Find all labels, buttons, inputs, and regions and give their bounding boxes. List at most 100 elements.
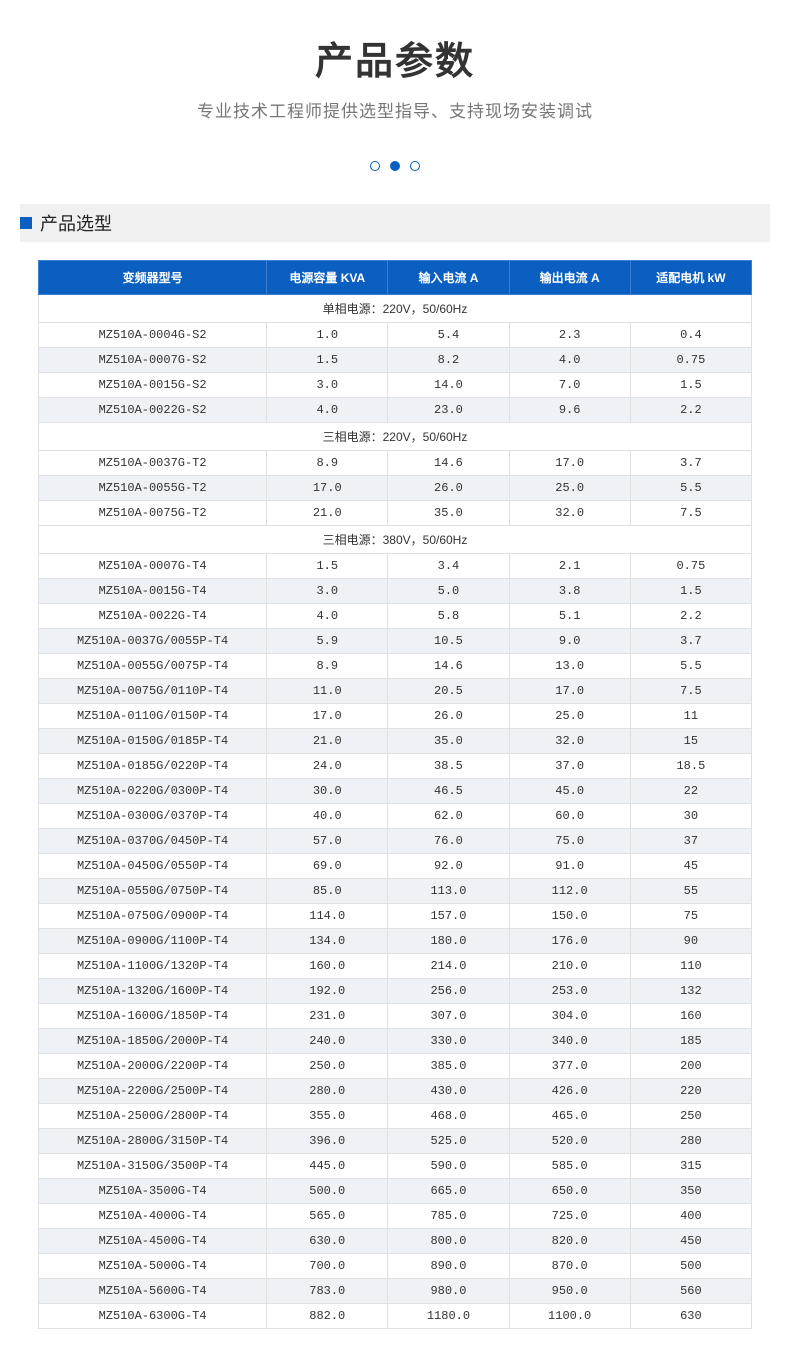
model-cell: MZ510A-0022G-S2 (39, 398, 267, 423)
spec-table-body: 单相电源：220V，50/60HzMZ510A-0004G-S21.05.42.… (39, 295, 752, 1329)
pager-dot[interactable] (370, 161, 380, 171)
table-row: MZ510A-0900G/1100P-T4134.0180.0176.090 (39, 929, 752, 954)
model-cell: MZ510A-0037G-T2 (39, 451, 267, 476)
model-cell: MZ510A-0055G-T2 (39, 476, 267, 501)
model-cell: MZ510A-0450G/0550P-T4 (39, 854, 267, 879)
model-cell: MZ510A-0007G-T4 (39, 554, 267, 579)
spec-table-wrap: 变频器型号电源容量 KVA输入电流 A输出电流 A适配电机 kW 单相电源：22… (0, 260, 790, 1359)
value-cell: 30.0 (267, 779, 388, 804)
table-row: MZ510A-0185G/0220P-T424.038.537.018.5 (39, 754, 752, 779)
model-cell: MZ510A-0185G/0220P-T4 (39, 754, 267, 779)
value-cell: 30 (630, 804, 751, 829)
value-cell: 725.0 (509, 1204, 630, 1229)
value-cell: 377.0 (509, 1054, 630, 1079)
table-row: MZ510A-1850G/2000P-T4240.0330.0340.0185 (39, 1029, 752, 1054)
value-cell: 32.0 (509, 501, 630, 526)
value-cell: 5.8 (388, 604, 509, 629)
value-cell: 783.0 (267, 1279, 388, 1304)
value-cell: 75.0 (509, 829, 630, 854)
value-cell: 2.1 (509, 554, 630, 579)
model-cell: MZ510A-0022G-T4 (39, 604, 267, 629)
value-cell: 882.0 (267, 1304, 388, 1329)
table-row: MZ510A-5600G-T4783.0980.0950.0560 (39, 1279, 752, 1304)
value-cell: 160 (630, 1004, 751, 1029)
value-cell: 160.0 (267, 954, 388, 979)
value-cell: 4.0 (509, 348, 630, 373)
value-cell: 1100.0 (509, 1304, 630, 1329)
value-cell: 8.2 (388, 348, 509, 373)
model-cell: MZ510A-3500G-T4 (39, 1179, 267, 1204)
value-cell: 525.0 (388, 1129, 509, 1154)
pager-dot[interactable] (410, 161, 420, 171)
value-cell: 113.0 (388, 879, 509, 904)
model-cell: MZ510A-4000G-T4 (39, 1204, 267, 1229)
table-row: MZ510A-1100G/1320P-T4160.0214.0210.0110 (39, 954, 752, 979)
model-cell: MZ510A-6300G-T4 (39, 1304, 267, 1329)
value-cell: 500.0 (267, 1179, 388, 1204)
table-row: MZ510A-0220G/0300P-T430.046.545.022 (39, 779, 752, 804)
table-row: MZ510A-0550G/0750P-T485.0113.0112.055 (39, 879, 752, 904)
value-cell: 315 (630, 1154, 751, 1179)
value-cell: 62.0 (388, 804, 509, 829)
value-cell: 3.0 (267, 579, 388, 604)
table-row: MZ510A-0450G/0550P-T469.092.091.045 (39, 854, 752, 879)
model-cell: MZ510A-0055G/0075P-T4 (39, 654, 267, 679)
spec-table: 变频器型号电源容量 KVA输入电流 A输出电流 A适配电机 kW 单相电源：22… (38, 260, 752, 1329)
value-cell: 69.0 (267, 854, 388, 879)
value-cell: 520.0 (509, 1129, 630, 1154)
value-cell: 253.0 (509, 979, 630, 1004)
pager-dot[interactable] (390, 161, 400, 171)
group-row: 单相电源：220V，50/60Hz (39, 295, 752, 323)
model-cell: MZ510A-0550G/0750P-T4 (39, 879, 267, 904)
value-cell: 3.4 (388, 554, 509, 579)
value-cell: 110 (630, 954, 751, 979)
value-cell: 0.75 (630, 348, 751, 373)
model-cell: MZ510A-1600G/1850P-T4 (39, 1004, 267, 1029)
group-label: 单相电源：220V，50/60Hz (39, 295, 752, 323)
value-cell: 385.0 (388, 1054, 509, 1079)
value-cell: 231.0 (267, 1004, 388, 1029)
value-cell: 25.0 (509, 476, 630, 501)
table-row: MZ510A-2000G/2200P-T4250.0385.0377.0200 (39, 1054, 752, 1079)
value-cell: 150.0 (509, 904, 630, 929)
value-cell: 250.0 (267, 1054, 388, 1079)
value-cell: 114.0 (267, 904, 388, 929)
value-cell: 11.0 (267, 679, 388, 704)
value-cell: 0.4 (630, 323, 751, 348)
value-cell: 4.0 (267, 604, 388, 629)
value-cell: 950.0 (509, 1279, 630, 1304)
title-block: 产品参数 专业技术工程师提供选型指导、支持现场安装调试 (0, 0, 790, 140)
model-cell: MZ510A-2000G/2200P-T4 (39, 1054, 267, 1079)
value-cell: 14.0 (388, 373, 509, 398)
value-cell: 37.0 (509, 754, 630, 779)
model-cell: MZ510A-0015G-T4 (39, 579, 267, 604)
value-cell: 157.0 (388, 904, 509, 929)
value-cell: 91.0 (509, 854, 630, 879)
value-cell: 430.0 (388, 1079, 509, 1104)
group-row: 三相电源：380V，50/60Hz (39, 526, 752, 554)
table-row: MZ510A-0015G-T43.05.03.81.5 (39, 579, 752, 604)
value-cell: 280.0 (267, 1079, 388, 1104)
value-cell: 37 (630, 829, 751, 854)
value-cell: 112.0 (509, 879, 630, 904)
value-cell: 20.5 (388, 679, 509, 704)
table-row: MZ510A-0750G/0900P-T4114.0157.0150.075 (39, 904, 752, 929)
group-row: 三相电源：220V，50/60Hz (39, 423, 752, 451)
model-cell: MZ510A-2500G/2800P-T4 (39, 1104, 267, 1129)
table-row: MZ510A-6300G-T4882.01180.01100.0630 (39, 1304, 752, 1329)
value-cell: 5.0 (388, 579, 509, 604)
model-cell: MZ510A-0220G/0300P-T4 (39, 779, 267, 804)
value-cell: 785.0 (388, 1204, 509, 1229)
col-header: 电源容量 KVA (267, 261, 388, 295)
spec-table-head: 变频器型号电源容量 KVA输入电流 A输出电流 A适配电机 kW (39, 261, 752, 295)
value-cell: 630.0 (267, 1229, 388, 1254)
value-cell: 8.9 (267, 451, 388, 476)
value-cell: 3.7 (630, 451, 751, 476)
value-cell: 0.75 (630, 554, 751, 579)
value-cell: 85.0 (267, 879, 388, 904)
table-row: MZ510A-0037G/0055P-T45.910.59.03.7 (39, 629, 752, 654)
value-cell: 585.0 (509, 1154, 630, 1179)
value-cell: 240.0 (267, 1029, 388, 1054)
value-cell: 700.0 (267, 1254, 388, 1279)
table-row: MZ510A-4500G-T4630.0800.0820.0450 (39, 1229, 752, 1254)
